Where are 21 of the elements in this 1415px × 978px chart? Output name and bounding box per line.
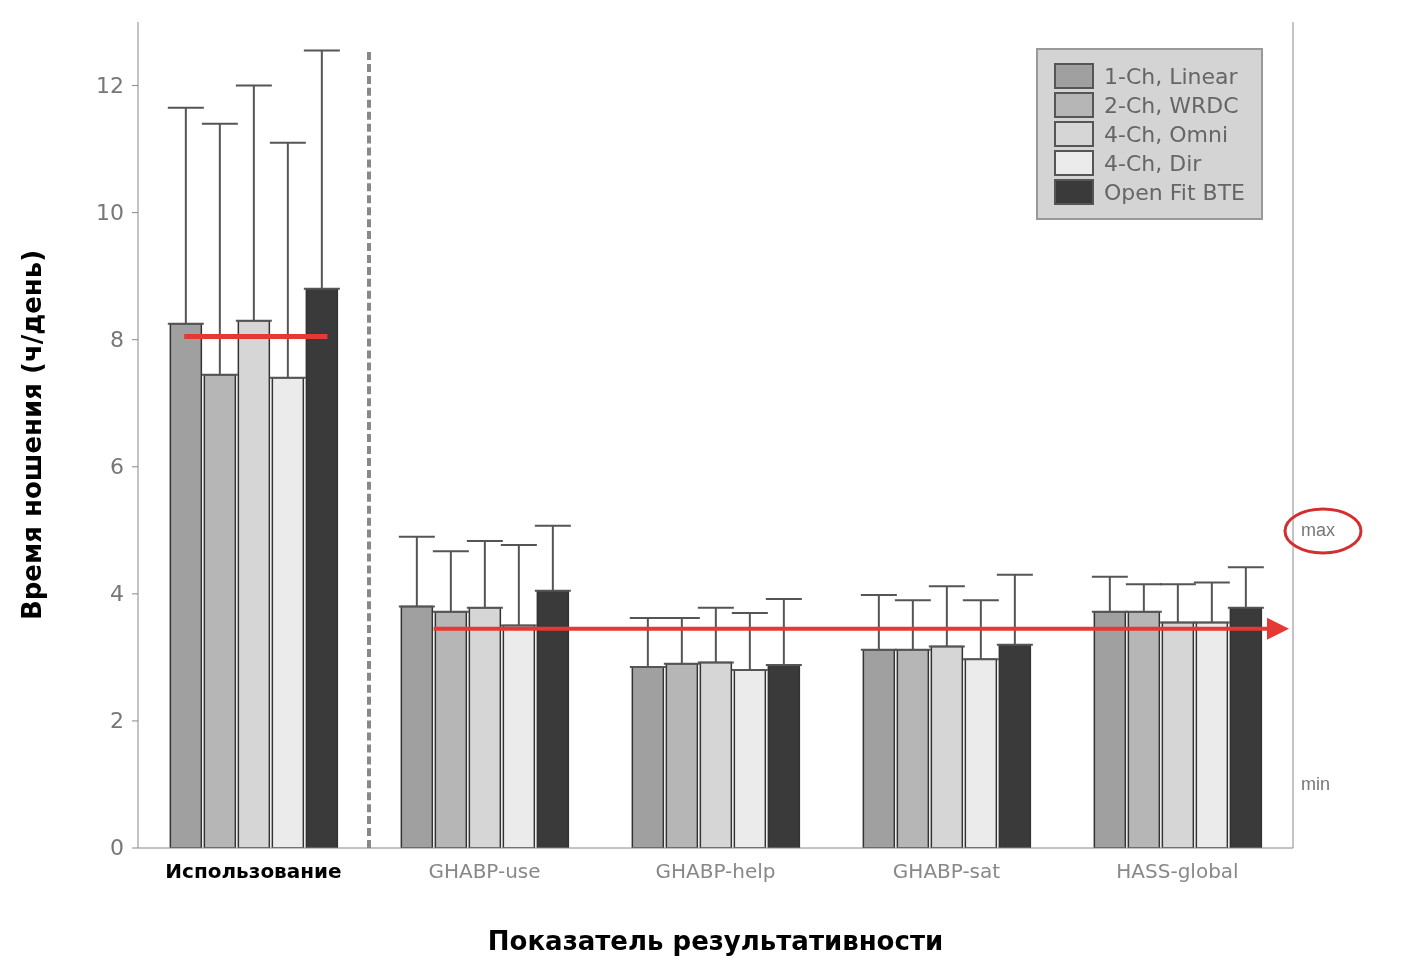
legend-label: Open Fit BTE xyxy=(1104,179,1245,205)
legend-label: 1-Ch, Linear xyxy=(1104,63,1238,89)
y-tick-label: 4 xyxy=(110,580,124,606)
y-tick-label: 2 xyxy=(110,707,124,733)
y-tick-label: 10 xyxy=(96,199,124,225)
text: max xyxy=(1301,519,1336,540)
y-tick-label: 8 xyxy=(110,326,124,352)
y-tick-label: 6 xyxy=(110,453,124,479)
x-tick-label: GHABP-use xyxy=(428,859,541,883)
text: min xyxy=(1301,774,1331,795)
legend-label: 2-Ch, WRDC xyxy=(1104,92,1239,118)
x-tick-label: GHABP-sat xyxy=(892,859,1001,883)
y-tick-label: 12 xyxy=(96,72,124,98)
legend-label: 4-Ch, Dir xyxy=(1104,150,1202,176)
y-tick-label: 0 xyxy=(110,835,124,860)
legend-label: 4-Ch, Omni xyxy=(1104,121,1229,147)
x-tick-label: Использование xyxy=(165,859,342,883)
x-tick-label: HASS-global xyxy=(1116,859,1239,883)
y-axis-title: Время ношения (ч/день) xyxy=(17,249,48,621)
x-tick-label: GHABP-help xyxy=(655,859,776,883)
x-axis-title: Показатель результативности xyxy=(487,926,944,956)
